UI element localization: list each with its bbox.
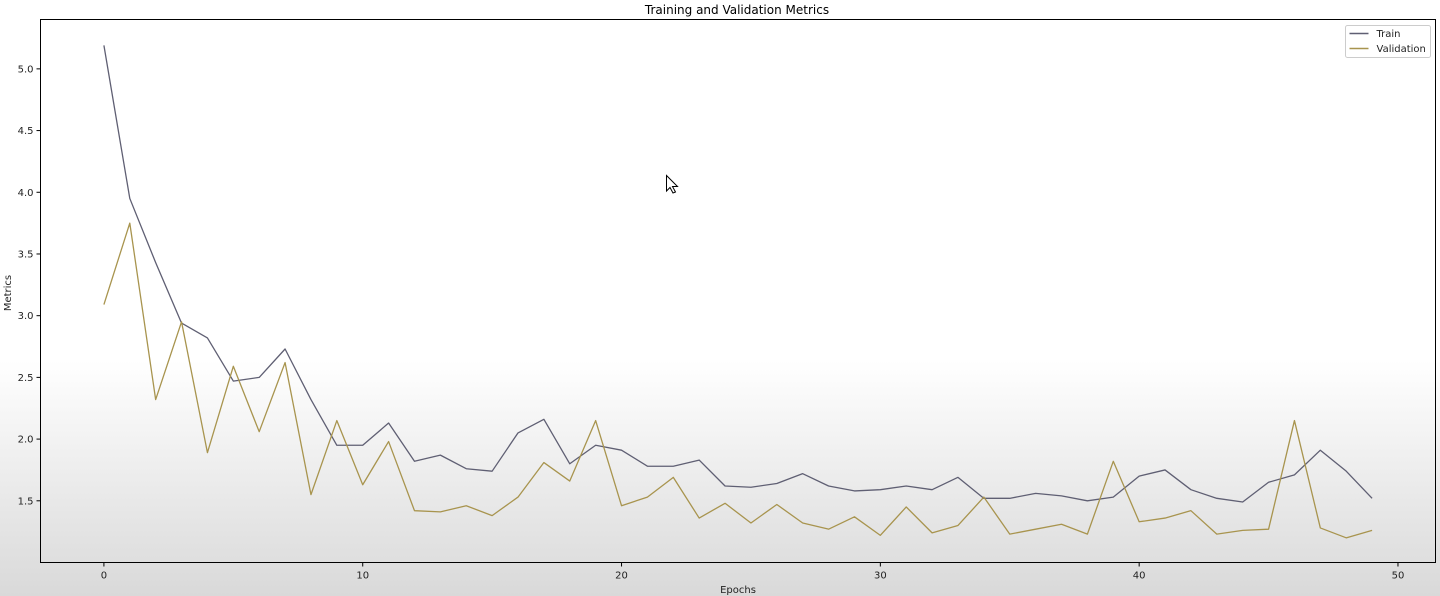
x-axis-label: Epochs xyxy=(720,585,756,596)
series-layer xyxy=(103,45,1373,539)
y-tick-label: 2.0 xyxy=(18,435,34,446)
y-tick-label: 3.0 xyxy=(18,311,34,322)
y-tick-label: 3.5 xyxy=(18,249,34,260)
x-tick-label: 0 xyxy=(101,571,107,582)
y-tick-label: 5.0 xyxy=(18,64,34,75)
y-tick-label: 2.5 xyxy=(18,373,34,384)
axes-layer: 0 10 20 30 40 50 1.5 2.0 2.5 3.0 3.5 4.0 4.5 5.0 xyxy=(18,64,1405,581)
series-line-train xyxy=(103,45,1373,503)
y-tick-label: 4.5 xyxy=(18,126,34,137)
y-axis-label: Metrics xyxy=(3,275,14,311)
series-line-validation xyxy=(103,222,1373,539)
mouse-cursor-icon xyxy=(666,174,679,194)
x-tick-label: 20 xyxy=(615,571,628,582)
y-tick-label: 1.5 xyxy=(18,496,34,507)
plot-area xyxy=(40,19,1436,563)
x-tick-label: 50 xyxy=(1392,571,1405,582)
x-tick-label: 10 xyxy=(356,571,369,582)
chart-title: Training and Validation Metrics xyxy=(644,3,829,17)
legend-entry-train: Train xyxy=(1376,29,1401,40)
legend-entry-validation: Validation xyxy=(1377,44,1426,55)
y-tick-label: 4.0 xyxy=(18,188,34,199)
x-tick-label: 40 xyxy=(1133,571,1146,582)
x-tick-label: 30 xyxy=(874,571,887,582)
legend: Train Validation xyxy=(1345,25,1431,58)
